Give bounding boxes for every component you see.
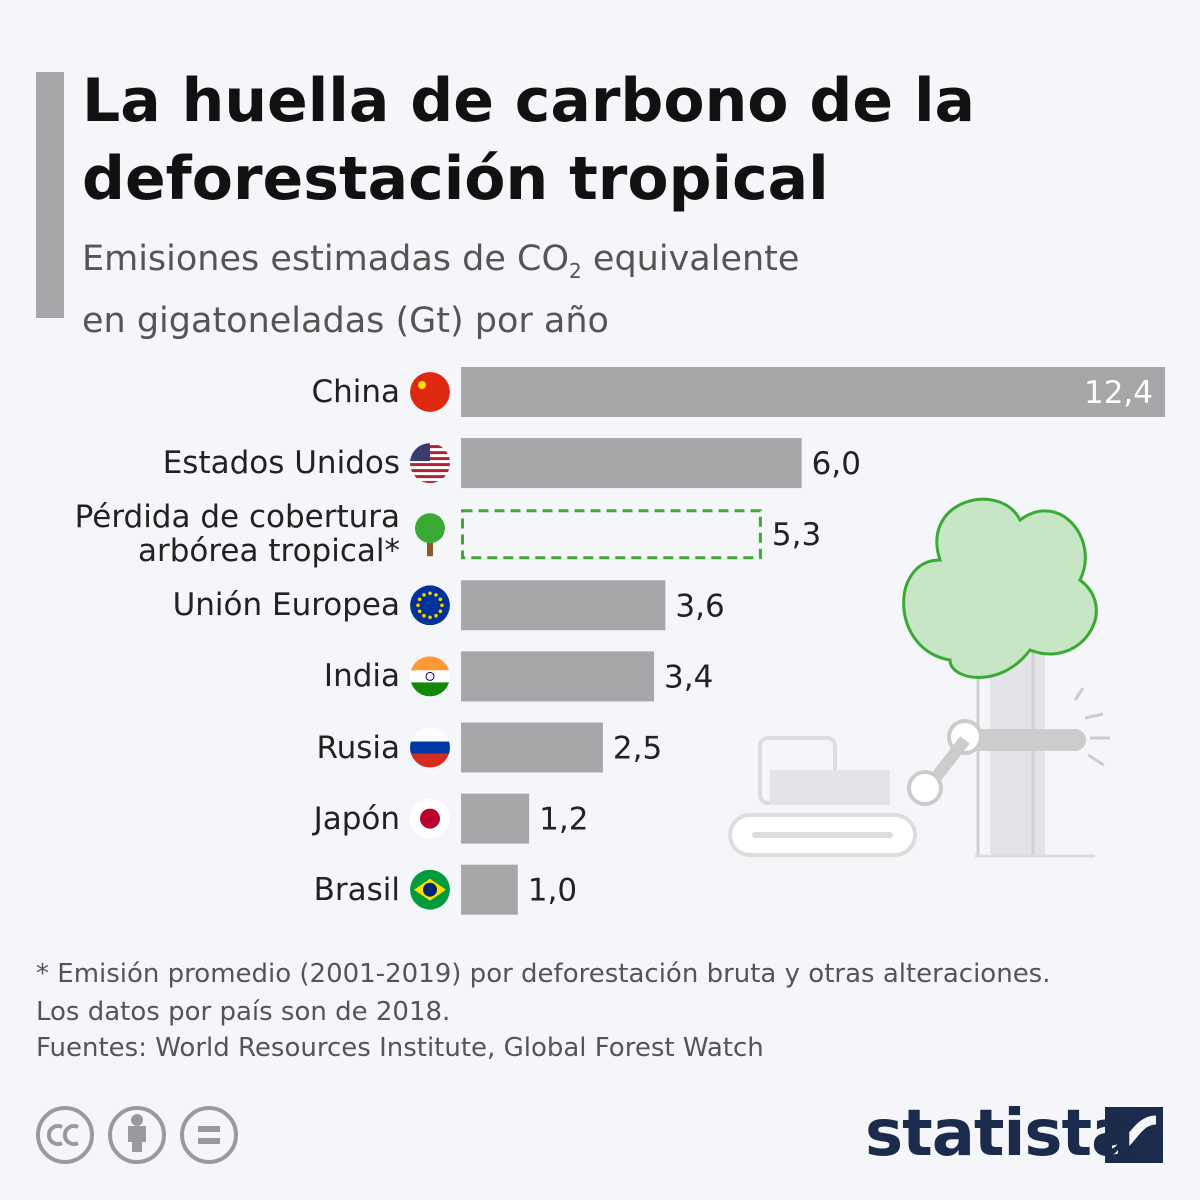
illustration <box>728 497 1110 858</box>
flag-stripe <box>410 469 450 473</box>
footnote-line: * Emisión promedio (2001-2019) por defor… <box>36 959 1051 989</box>
flag-star <box>417 597 422 602</box>
flag-globe <box>423 882 437 897</box>
category-icon <box>410 656 450 697</box>
category-icon <box>410 585 450 626</box>
flag-sun <box>420 808 440 829</box>
flag <box>410 585 450 626</box>
flag-star <box>438 609 443 614</box>
subtitle-subscript: 2 <box>569 259 582 283</box>
value-label: 3,4 <box>664 659 713 695</box>
bar <box>461 722 603 773</box>
title-bar <box>36 72 64 318</box>
bar <box>461 864 518 915</box>
flag <box>410 372 450 412</box>
chart-subtitle: Emisiones estimadas de CO2 equivalente e… <box>82 234 842 346</box>
category-icon <box>410 798 450 839</box>
bar <box>461 793 530 844</box>
flag-star <box>434 593 438 597</box>
source: Fuentes: World Resources Institute, Glob… <box>36 1033 764 1063</box>
flag-star <box>416 603 420 608</box>
value-label: 1,0 <box>528 873 577 909</box>
flag-stripe <box>410 475 450 479</box>
chart-title: La huella de carbono de la deforestación… <box>82 66 975 214</box>
tree-trunk <box>427 534 433 557</box>
value-label: 2,5 <box>613 731 662 767</box>
category-label: Unión Europea <box>172 587 400 624</box>
flag-star <box>428 615 432 620</box>
bar <box>461 438 802 489</box>
flag-star <box>428 591 432 596</box>
category-label: India <box>323 658 400 695</box>
flag-stripe <box>410 670 450 683</box>
flag-star <box>440 603 444 608</box>
brand-icon <box>1105 1107 1163 1163</box>
category-label: Japón <box>313 800 400 837</box>
flag-stripe <box>410 727 450 742</box>
category-icon <box>410 869 450 910</box>
bar <box>461 580 666 631</box>
flag-stripe <box>410 753 450 768</box>
category-label: Brasil <box>313 871 400 908</box>
flag-star <box>418 381 426 389</box>
bar <box>461 651 655 702</box>
flag-stripe <box>410 656 450 671</box>
flag-star <box>417 609 422 614</box>
category-icon <box>410 372 450 412</box>
flag-star <box>434 613 438 618</box>
category-label: China <box>311 374 400 410</box>
tree-crown <box>415 513 445 544</box>
value-label: 3,6 <box>675 588 724 624</box>
value-label: 12,4 <box>1084 375 1153 411</box>
flag-wheel <box>425 671 435 681</box>
flag-star <box>422 613 426 618</box>
category-icon <box>410 443 450 484</box>
category-label: Rusia <box>316 729 400 766</box>
category-label: Estados Unidos <box>162 445 400 482</box>
flag-star <box>422 593 426 597</box>
footnote-line: Los datos por país son de 2018. <box>36 997 451 1027</box>
flag-stripe <box>410 481 450 484</box>
value-label: 1,2 <box>539 802 588 838</box>
flag-stripe <box>410 682 450 697</box>
category-icon <box>415 513 445 557</box>
value-label: 6,0 <box>812 446 861 482</box>
subtitle-text: equivalente en gigatoneladas (Gt) por añ… <box>82 239 800 341</box>
brand: statista <box>865 1097 1134 1171</box>
footnote: * Emisión promedio (2001-2019) por defor… <box>36 955 1051 1031</box>
flag-stripe <box>410 741 450 754</box>
category-icon <box>410 727 450 768</box>
bar <box>461 367 1165 417</box>
flag-canton <box>410 443 430 462</box>
subtitle-text: Emisiones estimadas de CO <box>82 239 570 279</box>
license-icons <box>36 1106 238 1164</box>
value-label: 5,3 <box>772 517 821 553</box>
flag-star <box>438 597 443 602</box>
flag-stripe <box>410 463 450 467</box>
bar <box>461 509 762 560</box>
category-label: Pérdida de cobertura arbórea tropical* <box>74 499 400 570</box>
